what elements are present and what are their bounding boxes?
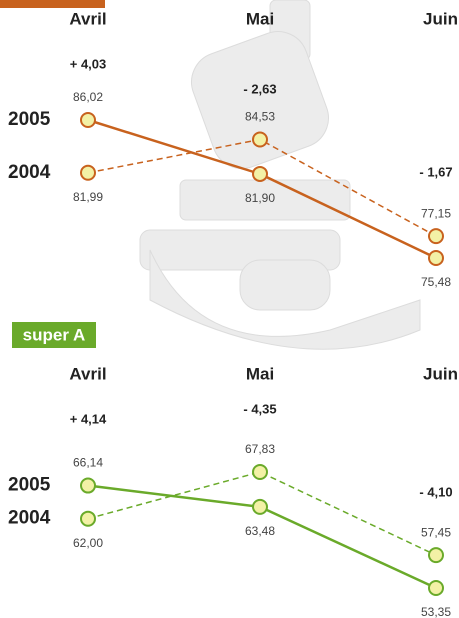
category-label: Mai <box>246 9 274 28</box>
section-bar <box>0 0 105 8</box>
difference-label: + 4,03 <box>70 56 107 71</box>
difference-label: - 4,10 <box>419 484 452 499</box>
category-label: Mai <box>246 364 274 383</box>
data-point <box>81 166 95 180</box>
data-point <box>253 133 267 147</box>
section-title: super A <box>23 325 86 344</box>
infographic: Avril + 4,03 Mai - 2,63 Juin - 1,67 2005 2004 86… <box>0 0 459 618</box>
value-label: 86,02 <box>73 90 103 104</box>
data-point <box>429 548 443 562</box>
data-point <box>81 512 95 526</box>
data-point <box>429 229 443 243</box>
value-label: 57,45 <box>421 525 451 539</box>
difference-label: - 4,35 <box>243 401 276 416</box>
value-label: 84,53 <box>245 110 275 124</box>
value-label: 81,99 <box>73 190 103 204</box>
difference-label: - 1,67 <box>419 164 452 179</box>
series-name: 2004 <box>8 508 51 529</box>
value-label: 67,83 <box>245 442 275 456</box>
value-label: 63,48 <box>245 524 275 538</box>
data-point <box>81 479 95 493</box>
data-point <box>253 500 267 514</box>
data-point <box>81 113 95 127</box>
data-point <box>429 251 443 265</box>
difference-label: + 4,14 <box>70 411 107 426</box>
data-point <box>429 581 443 595</box>
series-name: 2005 <box>8 109 51 130</box>
background-microscope <box>140 0 420 349</box>
series-name: 2004 <box>8 162 51 183</box>
data-point <box>253 465 267 479</box>
data-point <box>253 167 267 181</box>
series-name: 2005 <box>8 475 51 496</box>
category-label: Avril <box>69 9 106 28</box>
value-label: 53,35 <box>421 605 451 618</box>
category-label: Avril <box>69 364 106 383</box>
value-label: 77,15 <box>421 206 451 220</box>
category-label: Juin <box>423 364 458 383</box>
value-label: 81,90 <box>245 191 275 205</box>
difference-label: - 2,63 <box>243 81 276 96</box>
value-label: 75,48 <box>421 275 451 289</box>
value-label: 62,00 <box>73 536 103 550</box>
category-label: Juin <box>423 9 458 28</box>
value-label: 66,14 <box>73 456 103 470</box>
